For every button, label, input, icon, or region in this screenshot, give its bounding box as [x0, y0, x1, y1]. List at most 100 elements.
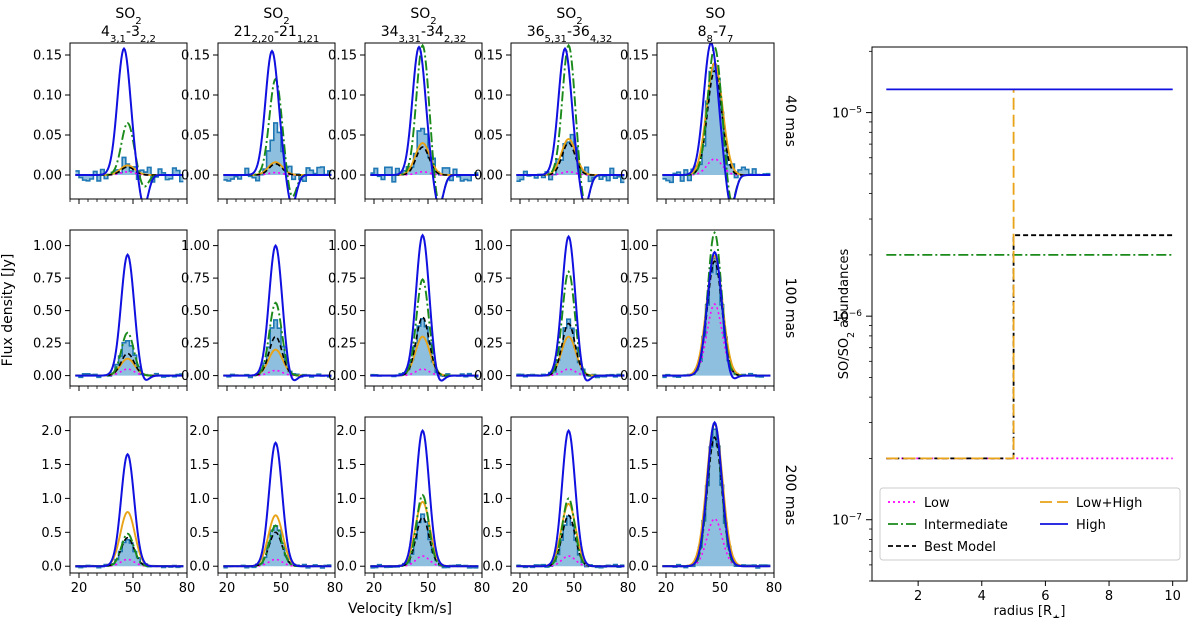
x-tick-label: 50 — [273, 581, 290, 596]
abundance-lowhigh-line — [886, 89, 1015, 460]
observed-spectrum — [370, 127, 479, 183]
column-transition-title-part: -3 — [126, 24, 140, 40]
y-tick-label: 1.0 — [41, 492, 62, 507]
model-low-line — [370, 368, 479, 377]
panel-frame — [510, 416, 629, 574]
panel-plot-area — [223, 243, 332, 382]
column-transition-title: 365,31-364,32 — [527, 24, 613, 45]
y-tick-label: 0.50 — [474, 304, 503, 319]
abundance-y-tick-label: 10−5 — [832, 106, 862, 122]
panel-frame — [69, 229, 188, 387]
observed-fill — [370, 318, 479, 377]
panel-frame — [217, 229, 336, 387]
panel-r2-c1: 20 50 80 0.0 0.5 1.0 1.5 2.0 — [189, 416, 343, 596]
panel-r1-c0: 0.00 0.25 0.50 0.75 1.00 — [33, 229, 188, 391]
model-high-line — [662, 420, 771, 568]
x-tick-label: 80 — [766, 581, 783, 596]
panel-frame — [510, 229, 629, 387]
model-high-line — [516, 46, 625, 199]
y-tick-label: 0.75 — [474, 272, 503, 287]
y-tick-label: 0.0 — [41, 560, 62, 575]
y-tick-label: 0.5 — [41, 526, 62, 541]
observed-fill — [370, 514, 479, 568]
y-tick-label: 1.0 — [336, 492, 357, 507]
y-tick-label: 0.25 — [328, 337, 357, 352]
observed-spectrum — [75, 339, 184, 379]
y-tick-label: 0.10 — [181, 89, 210, 104]
legend-label-high: High — [1076, 518, 1106, 533]
panel-plot-area — [370, 428, 479, 569]
panel-r2-c2: 20 50 80 0.0 0.5 1.0 1.5 2.0 — [336, 416, 490, 596]
observed-fill — [516, 516, 625, 568]
y-tick-label: 2.0 — [482, 424, 503, 439]
y-tick-label: 0.05 — [474, 129, 503, 144]
panel-r2-c0: 20 50 80 0.0 0.5 1.0 1.5 2.0 — [41, 416, 195, 596]
y-tick-label: 2.0 — [628, 424, 649, 439]
observed-fill — [662, 258, 771, 378]
column-transition-title: 212,20-211,21 — [234, 24, 320, 45]
model-low-line — [516, 368, 625, 377]
column-transition-title-part: 5,31 — [545, 34, 567, 45]
column-transition-title-part: 1,21 — [297, 34, 319, 45]
row-label: 40 mas — [782, 95, 798, 147]
model-high-line — [75, 253, 184, 381]
y-tick-label: 0.10 — [474, 89, 503, 104]
column-molecule-title-part: SO — [263, 6, 283, 22]
y-tick-label: 0.25 — [181, 337, 210, 352]
panel-plot-area — [516, 43, 625, 199]
y-tick-label: 0.0 — [189, 560, 210, 575]
y-tick-label: 0.00 — [328, 169, 357, 184]
column-transition-title-part: 2,20 — [252, 34, 274, 45]
column-transition-title: 343,31-342,32 — [381, 24, 467, 45]
observed-fill — [223, 122, 332, 182]
y-tick-label: 1.00 — [33, 239, 62, 254]
panel-r1-c1: 0.00 0.25 0.50 0.75 1.00 — [181, 229, 336, 391]
panel-r1-c3: 0.00 0.25 0.50 0.75 1.00 — [474, 229, 629, 391]
abundance-x-tick-label: 6 — [1041, 589, 1049, 604]
y-tick-label: 0.00 — [620, 369, 649, 384]
y-tick-label: 0.00 — [620, 169, 649, 184]
model-high-line — [75, 452, 184, 568]
model-low-line — [223, 558, 332, 568]
legend-label-low: Low — [924, 496, 950, 511]
y-tick-label: 1.00 — [620, 239, 649, 254]
panel-plot-area — [223, 441, 332, 569]
panel-plot-area — [662, 43, 771, 199]
y-tick-label: 0.0 — [628, 560, 649, 575]
y-tick-label: 0.25 — [474, 337, 503, 352]
tick-base: 10 — [832, 107, 849, 122]
column-transition-title-part: -7 — [713, 24, 727, 40]
model-high-line — [516, 234, 625, 382]
abundance-y-label-part: SO/SO — [837, 338, 852, 379]
observed-fill — [662, 64, 771, 183]
model-high-line — [223, 441, 332, 568]
column-transition-title-part: 3,31 — [399, 34, 421, 45]
y-tick-label: 1.0 — [482, 492, 503, 507]
y-tick-label: 0.75 — [33, 272, 62, 287]
model-high-line — [370, 233, 479, 382]
panel-r2-c4: 20 50 80 0.0 0.5 1.0 1.5 2.0 200 mas — [628, 416, 798, 596]
column-transition-title-part: 36 — [527, 24, 545, 40]
panel-plot-area — [662, 420, 771, 569]
y-tick-label: 0.50 — [620, 304, 649, 319]
panel-frame — [656, 42, 775, 200]
y-tick-label: 0.05 — [620, 129, 649, 144]
model-high-line — [370, 45, 479, 199]
x-tick-label: 50 — [125, 581, 142, 596]
column-transition-title-part: 2,32 — [444, 34, 466, 45]
model-high-line — [223, 49, 332, 199]
panel-plot-area — [370, 43, 479, 199]
model-high-line — [75, 46, 184, 199]
model-high-line — [662, 250, 771, 380]
panel-plot-area — [75, 46, 184, 199]
y-tick-label: 0.50 — [33, 304, 62, 319]
y-tick-label: 0.75 — [181, 272, 210, 287]
legend-label-intermediate: Intermediate — [924, 518, 1008, 533]
panel-r1-c4: 0.00 0.25 0.50 0.75 1.00 100 mas — [620, 229, 798, 391]
abundance-y-tick-label: 10−7 — [832, 513, 862, 529]
panel-r1-c2: 0.00 0.25 0.50 0.75 1.00 — [328, 229, 483, 391]
column-transition-title: 43,1-32,2 — [101, 24, 156, 45]
y-tick-label: 1.00 — [181, 239, 210, 254]
y-tick-label: 2.0 — [41, 424, 62, 439]
